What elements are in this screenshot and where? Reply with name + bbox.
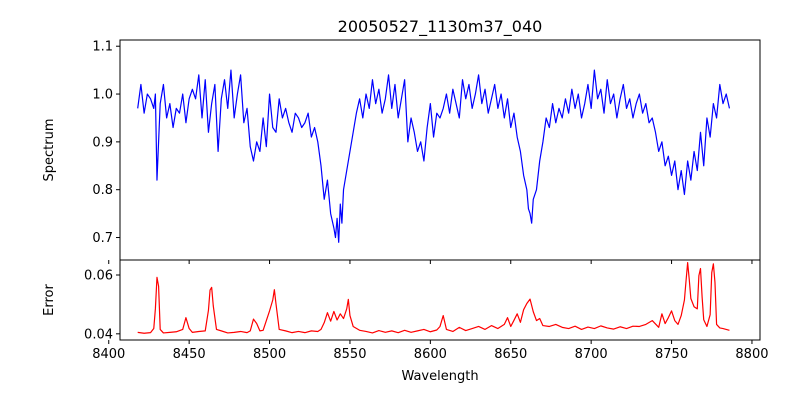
error-xtick-label: 8650 bbox=[494, 347, 527, 362]
spectrum-axes-frame bbox=[119, 39, 761, 261]
error-ytick-label: 0.04 bbox=[84, 327, 113, 342]
error-xtick-label: 8700 bbox=[575, 347, 608, 362]
spectrum-ytick-label: 0.8 bbox=[92, 183, 113, 198]
error-xtick-label: 8750 bbox=[655, 347, 688, 362]
error-ytick-label: 0.06 bbox=[84, 269, 113, 284]
error-xtick-label: 8550 bbox=[333, 347, 366, 362]
error-xtick-label: 8600 bbox=[414, 347, 447, 362]
error-axes-frame bbox=[119, 259, 761, 341]
spectrum-ytick-label: 0.9 bbox=[92, 135, 113, 150]
error-panel: 0.04 0.06 8400 8450 8500 8550 8600 8650 8700 8750… bbox=[42, 259, 769, 384]
spectrum-panel: 0.7 0.8 0.9 1.0 1.1 Spectrum 20050527_1130m37_… bbox=[42, 17, 761, 264]
spectrum-ylabel: Spectrum bbox=[42, 119, 57, 182]
error-ylabel: Error bbox=[42, 284, 57, 316]
error-xtick-label: 8800 bbox=[735, 347, 768, 362]
error-xtick-label: 8500 bbox=[253, 347, 286, 362]
spectrum-series-line-0 bbox=[137, 69, 731, 243]
chart-title: 20050527_1130m37_040 bbox=[338, 17, 543, 37]
spectrum-ytick-label: 0.7 bbox=[92, 231, 113, 246]
error-series-line-0 bbox=[137, 262, 730, 334]
error-xlabel: Wavelength bbox=[401, 369, 478, 384]
spectrum-ytick-label: 1.1 bbox=[92, 40, 113, 55]
spectrum-ytick-label: 1.0 bbox=[92, 88, 113, 103]
error-xtick-label: 8400 bbox=[92, 347, 125, 362]
error-xtick-label: 8450 bbox=[173, 347, 206, 362]
